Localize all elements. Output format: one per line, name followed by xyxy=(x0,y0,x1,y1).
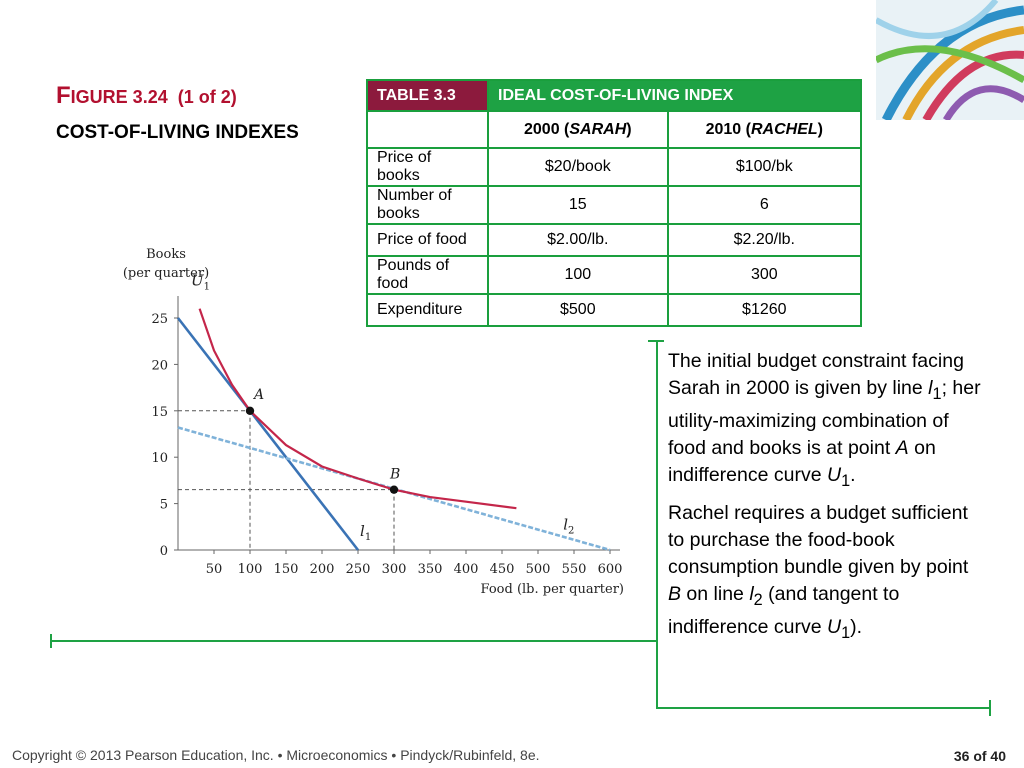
figure-label-initial: F xyxy=(56,82,71,109)
table-row: Pounds of food 100 300 xyxy=(366,255,863,295)
x-tick-label: 250 xyxy=(346,562,371,577)
x-tick-label: 400 xyxy=(454,562,479,577)
bracket-vertical-line xyxy=(656,340,658,708)
series-label-U1: U1 xyxy=(191,272,210,293)
table-row: Expenditure $500 $1260 xyxy=(366,293,863,327)
cell-2010: $2.20/lb. xyxy=(666,223,863,257)
cell-2010: 300 xyxy=(666,255,863,295)
row-label: Price of books xyxy=(366,147,489,187)
series-label-l1: l1 xyxy=(360,522,371,543)
table-empty-header-cell xyxy=(366,110,489,149)
cell-2010: $100/bk xyxy=(666,147,863,187)
x-tick-label: 550 xyxy=(562,562,587,577)
bracket-right-cap xyxy=(989,700,991,716)
x-tick-label: 350 xyxy=(418,562,443,577)
x-tick-label: 100 xyxy=(238,562,263,577)
cell-2000: $500 xyxy=(487,293,669,327)
x-tick-label: 200 xyxy=(310,562,335,577)
y-tick-label: 25 xyxy=(151,312,168,327)
cell-2000: $20/book xyxy=(487,147,669,187)
divider-horizontal-line xyxy=(51,640,657,642)
cell-2000: 100 xyxy=(487,255,669,295)
point-B xyxy=(389,485,399,494)
cell-2010: 6 xyxy=(666,185,863,225)
cell-2000: $2.00/lb. xyxy=(487,223,669,257)
figure-part: (1 of 2) xyxy=(177,87,237,107)
y-tick-label: 15 xyxy=(151,405,168,420)
y-axis-label-line2: (per quarter) xyxy=(123,266,209,281)
bracket-bottom-line xyxy=(656,707,990,709)
series-line-l1 xyxy=(176,317,360,551)
table-row: Price of food $2.00/lb. $2.20/lb. xyxy=(366,223,863,257)
x-axis-label: Food (lb. per quarter) xyxy=(481,582,624,597)
y-axis-label-line1: Books xyxy=(146,247,186,262)
x-tick-label: 500 xyxy=(526,562,551,577)
figure-title: FIGURE 3.24 (1 of 2) xyxy=(56,82,237,110)
cost-of-living-table: TABLE 3.3 IDEAL COST-OF-LIVING INDEX 200… xyxy=(366,79,863,327)
y-tick-label: 5 xyxy=(160,498,168,513)
series-label-l2: l2 xyxy=(563,516,574,537)
point-label-B: B xyxy=(389,467,400,483)
budget-indifference-chart: 50 100 150 200 250 300 350 400 450 500 550 600 0 5 10 1… xyxy=(123,247,624,597)
row-label: Pounds of food xyxy=(366,255,489,295)
point-label-A: A xyxy=(252,387,264,403)
y-tick-label: 0 xyxy=(160,544,168,559)
figure-description: The initial budget constraint facing Sar… xyxy=(668,348,986,652)
figure-label-rest: IGURE 3.24 xyxy=(70,87,168,107)
table-title: IDEAL COST-OF-LIVING INDEX xyxy=(487,79,862,112)
row-label: Price of food xyxy=(366,223,489,257)
figure-subtitle: COST-OF-LIVING INDEXES xyxy=(56,122,299,143)
point-A xyxy=(245,406,255,415)
row-label: Number of books xyxy=(366,185,489,225)
row-label: Expenditure xyxy=(366,293,489,327)
cell-2010: $1260 xyxy=(666,293,863,327)
table-header-row: TABLE 3.3 IDEAL COST-OF-LIVING INDEX xyxy=(366,79,862,112)
y-tick-label: 10 xyxy=(151,451,168,466)
table-row: Price of books $20/book $100/bk xyxy=(366,147,863,187)
cell-2000: 15 xyxy=(487,185,669,225)
page-number: 36 of 40 xyxy=(953,748,1006,764)
decorative-cables-image xyxy=(876,0,1024,120)
table-row: Number of books 15 6 xyxy=(366,185,863,225)
y-tick-label: 20 xyxy=(151,358,168,373)
table-tag: TABLE 3.3 xyxy=(366,79,489,112)
footer-copyright: Copyright © 2013 Pearson Education, Inc.… xyxy=(12,747,540,763)
series-line-U1 xyxy=(198,308,517,510)
x-tick-label: 450 xyxy=(490,562,515,577)
description-paragraph-1: The initial budget constraint facing Sar… xyxy=(668,350,981,490)
table-column-header-row: 2000 (SARAH) 2010 (RACHEL) xyxy=(366,110,863,149)
x-tick-label: 150 xyxy=(274,562,299,577)
x-tick-label: 600 xyxy=(598,562,623,577)
description-paragraph-2: Rachel requires a budget sufficient to p… xyxy=(668,501,969,642)
col-2000-header: 2000 (SARAH) xyxy=(487,110,669,149)
col-2010-header: 2010 (RACHEL) xyxy=(666,110,863,149)
x-tick-label: 300 xyxy=(382,562,407,577)
x-tick-label: 50 xyxy=(206,562,223,577)
